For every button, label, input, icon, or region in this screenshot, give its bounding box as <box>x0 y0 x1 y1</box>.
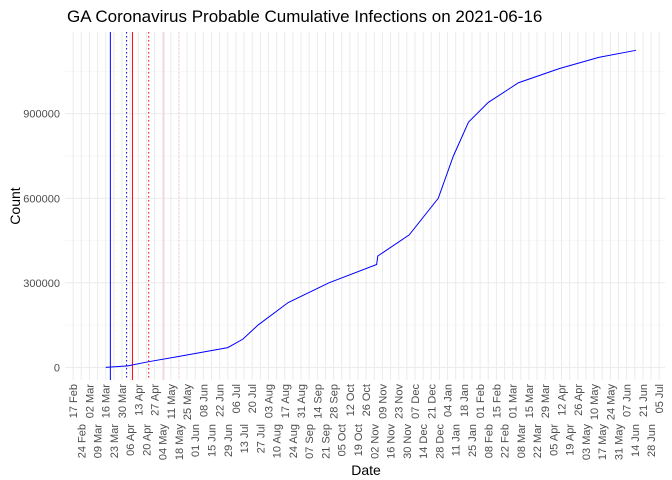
x-tick-label: 12 Oct <box>345 384 357 416</box>
chart-title: GA Coronavirus Probable Cumulative Infec… <box>67 7 542 26</box>
x-tick-label: 24 Feb <box>76 424 88 458</box>
x-tick-label: 10 Aug <box>272 424 284 458</box>
x-tick-label: 11 May <box>166 384 178 420</box>
x-tick-label: 25 Jan <box>467 424 479 457</box>
x-tick-label: 09 Mar <box>93 424 105 459</box>
x-tick-label: 23 Mar <box>109 424 121 459</box>
x-tick-label: 30 Mar <box>117 384 129 419</box>
x-tick-label: 22 Feb <box>500 424 512 458</box>
x-tick-label: 26 Oct <box>361 384 373 416</box>
x-tick-label: 15 Feb <box>491 384 503 418</box>
y-tick-label: 300000 <box>23 278 60 290</box>
x-tick-label: 07 Jun <box>622 384 634 417</box>
x-tick-label: 19 Oct <box>353 424 365 456</box>
x-tick-label: 18 May <box>174 424 186 461</box>
x-tick-label: 08 Jun <box>198 384 210 417</box>
x-tick-label: 03 Aug <box>263 384 275 418</box>
x-tick-label: 28 Jun <box>646 424 658 457</box>
x-tick-label: 14 Dec <box>418 424 430 459</box>
x-tick-label: 28 Sep <box>329 384 341 419</box>
x-tick-label: 17 Feb <box>68 384 80 418</box>
x-tick-label: 21 Dec <box>426 384 438 419</box>
x-tick-label: 05 Jul <box>654 384 666 413</box>
x-tick-label: 06 Jul <box>231 384 243 413</box>
x-tick-label: 26 Apr <box>573 384 585 416</box>
x-tick-label: 22 Jun <box>215 384 227 417</box>
x-tick-label: 10 May <box>589 384 601 421</box>
x-tick-label: 02 Mar <box>84 384 96 419</box>
x-tick-label: 20 Apr <box>141 424 153 456</box>
x-tick-label: 04 Jan <box>443 384 455 417</box>
y-tick-label: 0 <box>54 362 60 374</box>
x-tick-label: 17 Aug <box>280 384 292 418</box>
x-tick-label: 24 Aug <box>288 424 300 458</box>
x-tick-label: 19 Apr <box>565 424 577 456</box>
x-tick-label: 04 May <box>158 424 170 461</box>
x-tick-label: 16 Mar <box>101 384 113 419</box>
x-tick-label: 01 Feb <box>475 384 487 418</box>
x-tick-label: 17 May <box>597 424 609 461</box>
x-tick-label: 06 Apr <box>125 424 137 456</box>
x-tick-label: 30 Nov <box>402 424 414 459</box>
x-tick-label: 27 Apr <box>150 384 162 416</box>
x-tick-label: 21 Jun <box>638 384 650 417</box>
x-tick-label: 16 Nov <box>386 424 398 459</box>
y-axis-label: Count <box>7 187 23 224</box>
x-tick-label: 05 Apr <box>548 424 560 456</box>
x-tick-label: 07 Sep <box>304 424 316 459</box>
x-tick-label: 20 Jul <box>247 384 259 413</box>
x-tick-label: 23 Nov <box>394 384 406 419</box>
x-tick-label: 13 Jul <box>239 424 251 453</box>
x-tick-label: 11 Jan <box>451 424 463 456</box>
x-tick-label: 15 Jun <box>207 424 219 457</box>
y-tick-label: 600000 <box>23 193 60 205</box>
x-tick-label: 31 Aug <box>296 384 308 418</box>
x-tick-label: 25 May <box>182 384 194 421</box>
x-tick-label: 29 Mar <box>540 384 552 419</box>
x-tick-label: 12 Apr <box>557 384 569 416</box>
series-line <box>105 49 637 368</box>
x-tick-label: 28 Dec <box>434 424 446 459</box>
x-tick-label: 05 Oct <box>337 424 349 456</box>
x-tick-label: 21 Sep <box>320 424 332 459</box>
x-tick-label: 27 Jul <box>255 424 267 453</box>
x-tick-label: 08 Feb <box>483 424 495 458</box>
x-tick-label: 14 Sep <box>312 384 324 419</box>
x-tick-label: 14 Jun <box>630 424 642 457</box>
x-tick-label: 08 Mar <box>516 424 528 459</box>
x-tick-label: 01 Mar <box>508 384 520 419</box>
x-tick-label: 07 Dec <box>410 384 422 419</box>
x-tick-label: 15 Mar <box>524 384 536 419</box>
x-tick-label: 29 Jun <box>223 424 235 457</box>
x-axis-label: Date <box>351 462 381 478</box>
x-tick-label: 02 Nov <box>369 424 381 459</box>
x-tick-label: 18 Jan <box>459 384 471 417</box>
x-tick-label: 09 Nov <box>377 384 389 419</box>
x-tick-label: 13 Apr <box>133 384 145 416</box>
x-tick-label: 31 May <box>613 424 625 461</box>
x-tick-label: 01 Jun <box>190 424 202 457</box>
x-tick-label: 24 May <box>605 384 617 421</box>
x-tick-label: 22 Mar <box>532 424 544 459</box>
y-tick-label: 900000 <box>23 109 60 121</box>
x-tick-label: 03 May <box>581 424 593 461</box>
